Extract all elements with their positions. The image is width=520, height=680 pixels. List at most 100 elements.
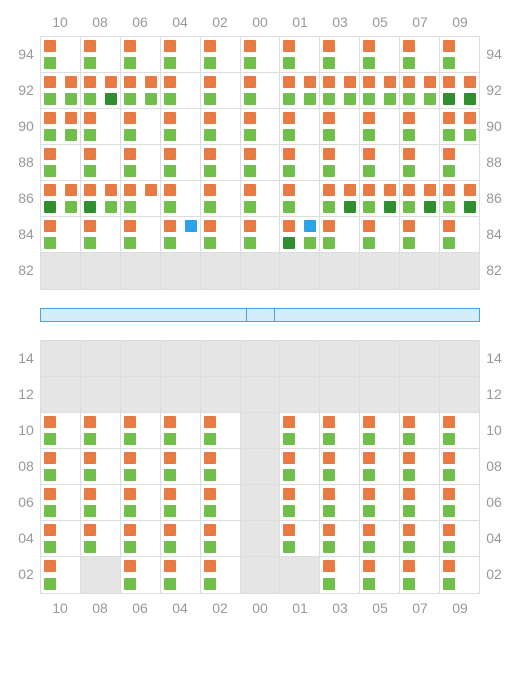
- grid-cell[interactable]: [400, 217, 440, 252]
- grid-cell[interactable]: [400, 485, 440, 520]
- grid-cell[interactable]: [121, 485, 161, 520]
- grid-cell[interactable]: [121, 253, 161, 289]
- grid-cell[interactable]: [400, 377, 440, 412]
- grid-cell[interactable]: [241, 449, 281, 484]
- grid-cell[interactable]: [400, 181, 440, 216]
- grid-cell[interactable]: [41, 521, 81, 556]
- grid-cell[interactable]: [81, 449, 121, 484]
- grid-cell[interactable]: [440, 73, 479, 108]
- grid-cell[interactable]: [440, 145, 479, 180]
- grid-cell[interactable]: [320, 181, 360, 216]
- grid-cell[interactable]: [280, 521, 320, 556]
- grid-cell[interactable]: [41, 485, 81, 520]
- grid-cell[interactable]: [161, 521, 201, 556]
- grid-cell[interactable]: [440, 521, 479, 556]
- grid-cell[interactable]: [41, 377, 81, 412]
- grid-cell[interactable]: [280, 413, 320, 448]
- grid-cell[interactable]: [440, 413, 479, 448]
- grid-cell[interactable]: [161, 217, 201, 252]
- grid-cell[interactable]: [320, 109, 360, 144]
- grid-cell[interactable]: [320, 145, 360, 180]
- grid-cell[interactable]: [360, 377, 400, 412]
- grid-cell[interactable]: [81, 181, 121, 216]
- grid-cell[interactable]: [280, 485, 320, 520]
- grid-cell[interactable]: [400, 73, 440, 108]
- grid-cell[interactable]: [440, 341, 479, 376]
- grid-cell[interactable]: [360, 73, 400, 108]
- grid-cell[interactable]: [400, 413, 440, 448]
- grid-cell[interactable]: [201, 557, 241, 593]
- grid-cell[interactable]: [81, 341, 121, 376]
- grid-cell[interactable]: [161, 181, 201, 216]
- grid-cell[interactable]: [41, 109, 81, 144]
- grid-cell[interactable]: [121, 145, 161, 180]
- grid-cell[interactable]: [400, 109, 440, 144]
- grid-cell[interactable]: [81, 217, 121, 252]
- grid-cell[interactable]: [280, 73, 320, 108]
- grid-cell[interactable]: [81, 253, 121, 289]
- grid-cell[interactable]: [81, 109, 121, 144]
- grid-cell[interactable]: [400, 145, 440, 180]
- grid-cell[interactable]: [280, 449, 320, 484]
- grid-cell[interactable]: [41, 217, 81, 252]
- grid-cell[interactable]: [41, 37, 81, 72]
- grid-cell[interactable]: [360, 413, 400, 448]
- grid-cell[interactable]: [201, 217, 241, 252]
- grid-cell[interactable]: [161, 109, 201, 144]
- grid-cell[interactable]: [280, 145, 320, 180]
- grid-cell[interactable]: [121, 413, 161, 448]
- grid-cell[interactable]: [121, 557, 161, 593]
- grid-cell[interactable]: [440, 181, 479, 216]
- grid-cell[interactable]: [81, 37, 121, 72]
- grid-cell[interactable]: [360, 37, 400, 72]
- grid-cell[interactable]: [320, 253, 360, 289]
- grid-cell[interactable]: [81, 413, 121, 448]
- grid-cell[interactable]: [320, 413, 360, 448]
- grid-cell[interactable]: [161, 37, 201, 72]
- grid-cell[interactable]: [440, 253, 479, 289]
- grid-cell[interactable]: [241, 557, 281, 593]
- grid-cell[interactable]: [241, 109, 281, 144]
- grid-cell[interactable]: [161, 73, 201, 108]
- grid-cell[interactable]: [241, 485, 281, 520]
- grid-cell[interactable]: [121, 521, 161, 556]
- grid-cell[interactable]: [360, 485, 400, 520]
- grid-cell[interactable]: [360, 181, 400, 216]
- grid-cell[interactable]: [320, 557, 360, 593]
- grid-cell[interactable]: [400, 557, 440, 593]
- grid-cell[interactable]: [440, 37, 479, 72]
- grid-cell[interactable]: [280, 217, 320, 252]
- grid-cell[interactable]: [320, 449, 360, 484]
- grid-cell[interactable]: [81, 521, 121, 556]
- grid-cell[interactable]: [320, 341, 360, 376]
- grid-cell[interactable]: [320, 217, 360, 252]
- grid-cell[interactable]: [121, 217, 161, 252]
- grid-cell[interactable]: [440, 217, 479, 252]
- grid-cell[interactable]: [81, 557, 121, 593]
- grid-cell[interactable]: [41, 253, 81, 289]
- grid-cell[interactable]: [400, 341, 440, 376]
- grid-cell[interactable]: [161, 413, 201, 448]
- grid-cell[interactable]: [360, 449, 400, 484]
- grid-cell[interactable]: [241, 145, 281, 180]
- grid-cell[interactable]: [440, 557, 479, 593]
- grid-cell[interactable]: [41, 73, 81, 108]
- grid-cell[interactable]: [201, 73, 241, 108]
- grid-cell[interactable]: [81, 377, 121, 412]
- grid-cell[interactable]: [400, 37, 440, 72]
- grid-cell[interactable]: [241, 73, 281, 108]
- grid-cell[interactable]: [320, 377, 360, 412]
- grid-cell[interactable]: [121, 449, 161, 484]
- grid-cell[interactable]: [320, 73, 360, 108]
- grid-cell[interactable]: [280, 341, 320, 376]
- grid-cell[interactable]: [121, 181, 161, 216]
- grid-cell[interactable]: [241, 377, 281, 412]
- grid-cell[interactable]: [241, 37, 281, 72]
- grid-cell[interactable]: [400, 521, 440, 556]
- grid-cell[interactable]: [280, 557, 320, 593]
- grid-cell[interactable]: [41, 557, 81, 593]
- grid-cell[interactable]: [161, 341, 201, 376]
- grid-cell[interactable]: [121, 73, 161, 108]
- grid-cell[interactable]: [201, 449, 241, 484]
- grid-cell[interactable]: [241, 253, 281, 289]
